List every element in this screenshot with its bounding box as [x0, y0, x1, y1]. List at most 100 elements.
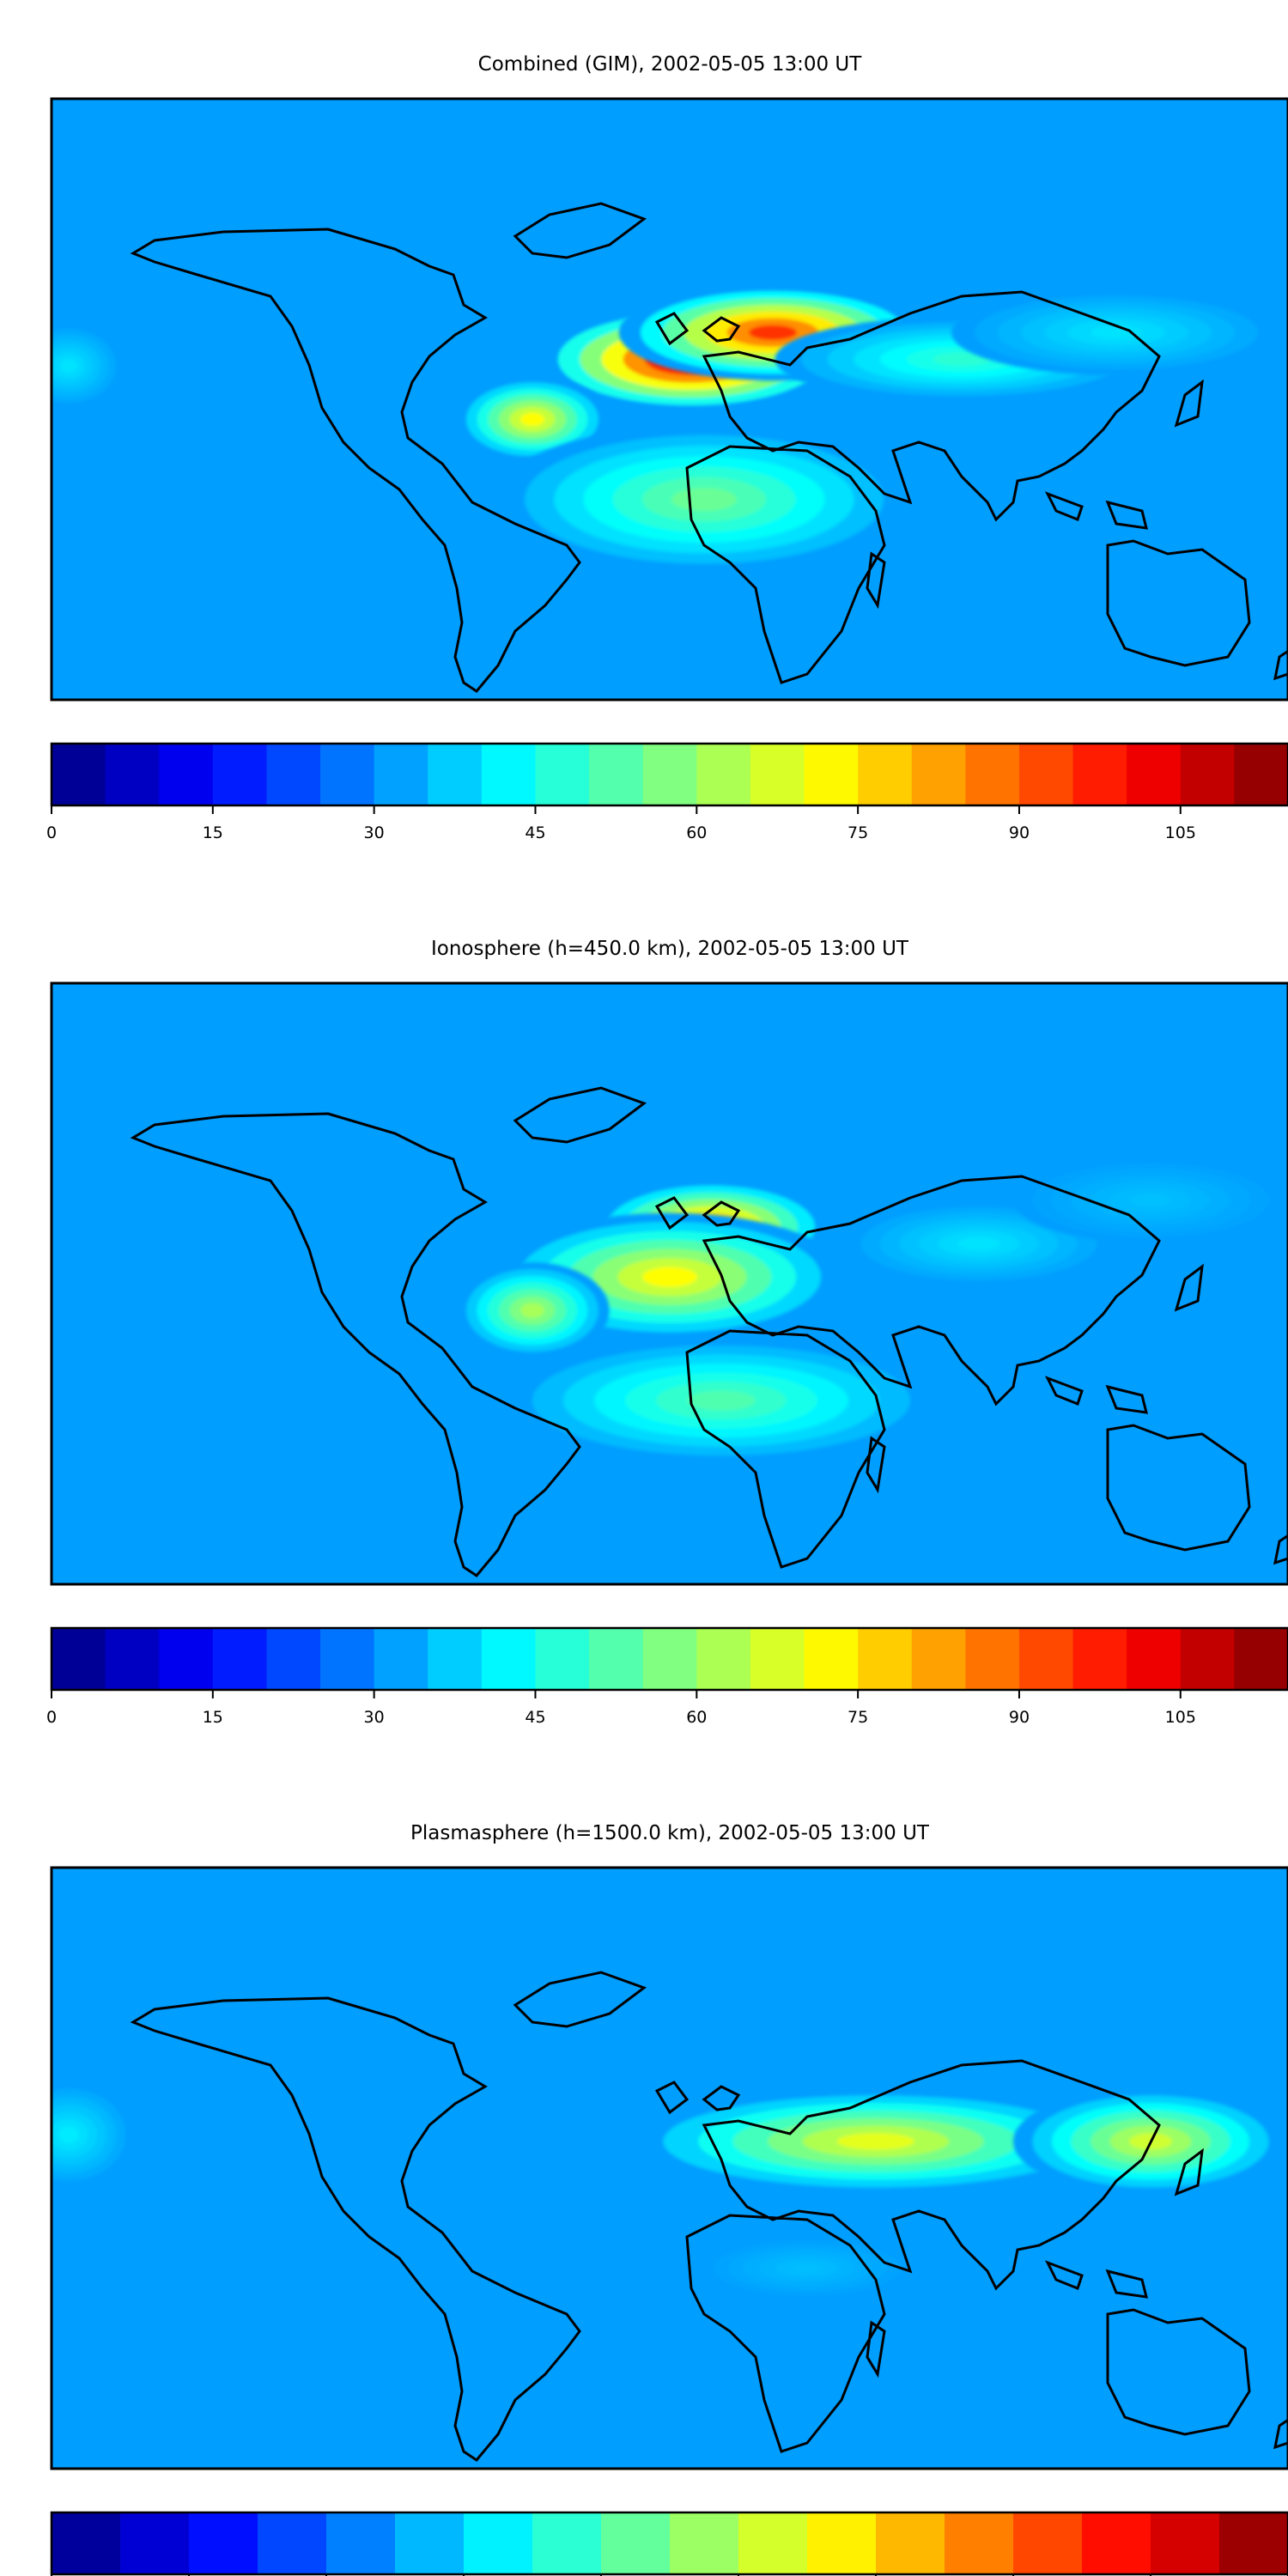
- panel-title: Plasmasphere (h=1500.0 km), 2002-05-05 1…: [410, 1822, 930, 1844]
- colorbar-bin: [589, 744, 644, 805]
- colorbar-tick-label: 45: [525, 823, 545, 842]
- colorbar-frame: [50, 2511, 1288, 2576]
- colorbar-bin: [326, 2512, 396, 2574]
- tec-contour: [687, 1390, 756, 1411]
- colorbar-tick-label: 105: [1165, 823, 1196, 842]
- colorbar-bin: [320, 1628, 375, 1690]
- colorbar-bin: [481, 744, 537, 805]
- colorbar-bin: [1072, 744, 1127, 805]
- colorbar-bin: [642, 744, 697, 805]
- colorbar-bin: [670, 2512, 739, 2574]
- colorbar-bin: [532, 2512, 602, 2574]
- colorbar-frame: [50, 742, 1288, 807]
- colorbar-bin: [642, 1628, 697, 1690]
- colorbar-tick-label: 15: [203, 1708, 223, 1727]
- plasmasphere-map-panel: Plasmasphere (h=1500.0 km), 2002-05-05 1…: [50, 1822, 1288, 2576]
- tec-contour: [749, 325, 797, 340]
- tec-contour: [933, 352, 991, 367]
- tec-heatmap: [455, 1157, 1288, 1465]
- colorbar-bin: [876, 2512, 945, 2574]
- colorbar-bin: [696, 744, 751, 805]
- tec-feature-6: [52, 323, 124, 409]
- colorbar-bin: [189, 2512, 258, 2574]
- colorbar-bin: [464, 2512, 533, 2574]
- colorbar: 0 15 30 45 60 75 90 105: [46, 1626, 1288, 1727]
- map-frame: [50, 1866, 1288, 2470]
- colorbar-bin: [395, 2512, 465, 2574]
- colorbar-tick-label: 75: [848, 823, 868, 842]
- colorbar-bin: [266, 744, 321, 805]
- colorbar-bin: [1072, 1628, 1127, 1690]
- tec-feature-2: [455, 1262, 610, 1359]
- tec-feature-1: [629, 2087, 1123, 2196]
- colorbar-bin: [858, 1628, 913, 1690]
- colorbar-tick-label: 105: [1165, 1708, 1196, 1727]
- tec-feature-3: [52, 2081, 135, 2189]
- colorbar-bin: [258, 2512, 327, 2574]
- colorbar-bin: [52, 2512, 121, 2574]
- tec-feature-5: [951, 289, 1281, 375]
- colorbar-bin: [911, 744, 966, 805]
- colorbar-bin: [601, 2512, 671, 2574]
- tec-contour: [1129, 1194, 1172, 1207]
- panel-title: Combined (GIM), 2002-05-05 13:00 UT: [478, 53, 863, 76]
- colorbar: 0 15 30 45 60 75 90 105: [46, 742, 1288, 842]
- colorbar-tick-label: 30: [364, 823, 385, 842]
- ionosphere-map-panel: Ionosphere (h=450.0 km), 2002-05-05 13:0…: [46, 938, 1288, 1727]
- tec-contour: [520, 1303, 544, 1318]
- colorbar-bin: [1013, 2512, 1083, 2574]
- tec-contour: [790, 2263, 824, 2274]
- tec-feature-5: [1013, 1157, 1288, 1243]
- tec-contour: [671, 488, 737, 512]
- tec-feature-3: [495, 424, 914, 574]
- colorbar-bin: [1180, 1628, 1235, 1690]
- tec-contour: [837, 2133, 914, 2150]
- colorbar-tick-label: 15: [203, 823, 223, 842]
- tec-contour: [60, 359, 77, 373]
- colorbar-bin: [120, 2512, 190, 2574]
- map-frame: [50, 97, 1288, 702]
- map-frame: [50, 981, 1288, 1586]
- colorbar-tick-label: 0: [46, 823, 57, 842]
- tec-heatmap: [52, 284, 1281, 574]
- colorbar-bin: [320, 744, 375, 805]
- colorbar-bin: [1234, 744, 1288, 805]
- colorbar-bin: [696, 1628, 751, 1690]
- colorbar-bin: [1127, 1628, 1182, 1690]
- colorbar-bin: [589, 1628, 644, 1690]
- colorbar-bin: [374, 1628, 428, 1690]
- tec-heatmap: [52, 2081, 1288, 2300]
- colorbar: 051015202530354045: [50, 2511, 1288, 2576]
- colorbar-bin: [428, 1628, 483, 1690]
- colorbar-bin: [159, 744, 214, 805]
- tec-feature-2: [455, 376, 610, 463]
- colorbar-bin: [1151, 2512, 1220, 2574]
- colorbar-bin: [945, 2512, 1014, 2574]
- colorbar-bin: [1180, 744, 1235, 805]
- colorbar-bin: [965, 744, 1020, 805]
- colorbar-bin: [52, 744, 106, 805]
- colorbar-bin: [804, 744, 859, 805]
- colorbar-bin: [105, 1628, 160, 1690]
- colorbar-bin: [428, 744, 483, 805]
- colorbar-bin: [858, 744, 913, 805]
- panel-title: Ionosphere (h=450.0 km), 2002-05-05 13:0…: [431, 938, 909, 960]
- colorbar-bin: [1082, 2512, 1151, 2574]
- tec-contour: [58, 2126, 79, 2143]
- colorbar-bin: [750, 744, 805, 805]
- colorbar-bin: [750, 1628, 805, 1690]
- colorbar-bin: [266, 1628, 321, 1690]
- colorbar-bin: [804, 1628, 859, 1690]
- colorbar-bin: [1219, 2512, 1288, 2574]
- colorbar-tick-label: 90: [1009, 1708, 1030, 1727]
- colorbar-tick-label: 60: [686, 1708, 707, 1727]
- colorbar-bin: [1127, 744, 1182, 805]
- colorbar-bin: [965, 1628, 1020, 1690]
- tec-contour: [957, 1236, 1000, 1251]
- colorbar-bin: [52, 1628, 106, 1690]
- colorbar-bin: [1018, 1628, 1074, 1690]
- tec-contour: [520, 412, 544, 427]
- tec-feature-3: [501, 1336, 941, 1465]
- colorbar-bin: [374, 744, 428, 805]
